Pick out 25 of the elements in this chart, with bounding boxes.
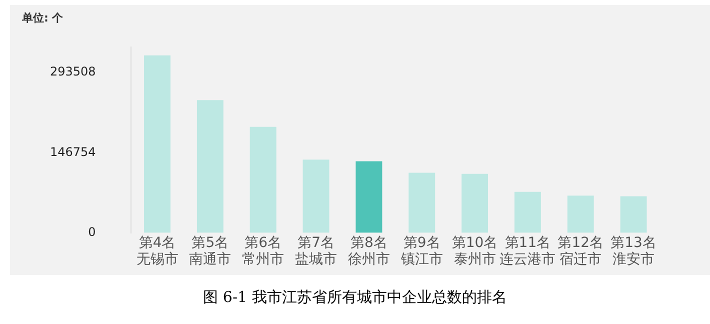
x-tick-label: 第9名镇江市 [400,234,443,268]
y-tick-label: 293508 [50,64,96,79]
x-tick-label: 第8名徐州市 [348,234,390,268]
x-tick-label: 第13名淮安市 [610,234,656,268]
x-tick-label: 第12名宿迁市 [558,234,604,268]
bar [196,100,224,233]
bar [567,196,594,233]
bar [462,174,488,233]
bar [302,160,330,233]
y-tick-label: 0 [88,224,96,239]
caption: 图 6-1 我市江苏省所有城市中企业总数的排名 [202,288,508,307]
bar [144,55,170,233]
x-tick-label: 第5名南通市 [189,234,232,268]
x-tick-label: 第10名泰州市 [452,234,498,268]
bar [356,161,382,233]
x-tick-label: 第6名常州市 [242,234,284,268]
x-tick-label: 第11名连云港市 [500,234,556,268]
bar [514,192,541,233]
y-tick-label: 146754 [50,144,96,159]
bar [408,172,436,233]
x-tick-label: 第7名盐城市 [295,234,338,268]
bar [620,196,647,233]
y-axis-title: 单位: 个 [21,11,64,24]
bar [250,126,276,233]
x-tick-label: 第4名无锡市 [136,234,178,268]
